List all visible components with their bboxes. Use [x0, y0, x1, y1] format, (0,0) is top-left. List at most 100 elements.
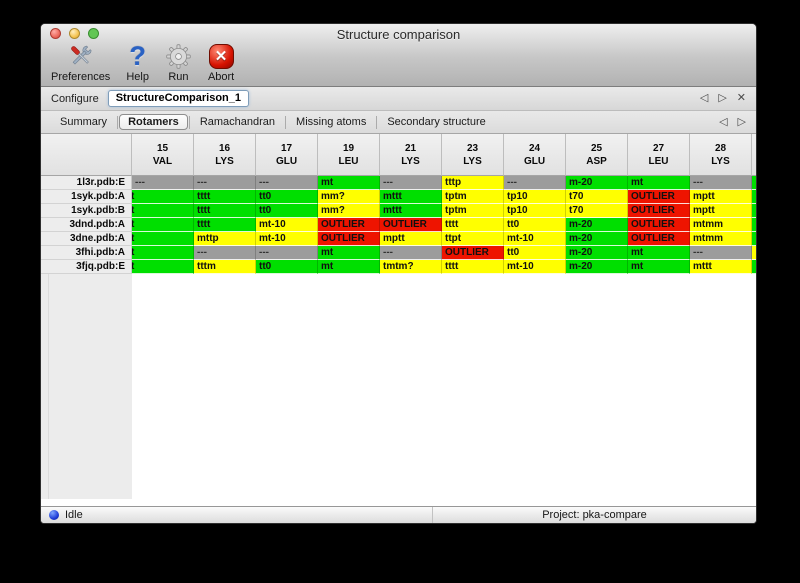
abort-button[interactable]: ✕ Abort: [208, 41, 234, 83]
rotamer-cell[interactable]: mtmm: [690, 232, 752, 246]
rotamer-cell[interactable]: t: [132, 260, 194, 274]
rotamer-cell[interactable]: mt: [318, 176, 380, 190]
zoom-button[interactable]: [88, 28, 99, 39]
column-header-15-val[interactable]: 15 VAL: [132, 134, 194, 176]
rotamer-cell[interactable]: tt0: [504, 246, 566, 260]
tab-rotamers[interactable]: Rotamers: [119, 114, 188, 130]
rotamer-cell[interactable]: mt: [628, 176, 690, 190]
rotamer-cell[interactable]: tt0: [256, 204, 318, 218]
column-header-19-leu[interactable]: 19 LEU: [318, 134, 380, 176]
rotamer-cell[interactable]: mttt: [380, 190, 442, 204]
rotamer-cell[interactable]: tttt: [442, 260, 504, 274]
rotamer-cell[interactable]: ---: [132, 176, 194, 190]
rotamer-cell[interactable]: OUTLIER: [380, 218, 442, 232]
tabs-prev-icon[interactable]: ◁: [719, 115, 728, 128]
rotamer-cell[interactable]: mt-10: [256, 218, 318, 232]
rotamer-cell[interactable]: tt0: [256, 190, 318, 204]
rotamer-cell[interactable]: m-20: [566, 232, 628, 246]
rotamer-cell[interactable]: mt: [628, 246, 690, 260]
rotamer-cell[interactable]: tp10: [504, 190, 566, 204]
rotamer-cell[interactable]: t: [132, 204, 194, 218]
minimize-button[interactable]: [69, 28, 80, 39]
rotamer-cell[interactable]: tt0: [504, 218, 566, 232]
rotamer-cell[interactable]: mt: [628, 260, 690, 274]
row-header-3dne.pdb:A[interactable]: 3dne.pdb:A: [41, 232, 132, 246]
configure-close-icon[interactable]: ✕: [736, 92, 746, 104]
rotamer-cell[interactable]: tp10: [504, 204, 566, 218]
rotamer-cell[interactable]: ---: [380, 176, 442, 190]
rotamer-cell[interactable]: mttp: [194, 232, 256, 246]
rotamer-cell[interactable]: OUTLIER: [442, 246, 504, 260]
rotamer-cell[interactable]: m-20: [566, 246, 628, 260]
rotamer-cell[interactable]: mptt: [690, 204, 752, 218]
rotamer-cell[interactable]: ---: [504, 176, 566, 190]
rotamer-cell[interactable]: mttt: [380, 204, 442, 218]
rotamer-cell[interactable]: tmtm?: [380, 260, 442, 274]
rotamer-cell[interactable]: OUTLIER: [628, 204, 690, 218]
help-button[interactable]: ? Help: [126, 41, 149, 83]
column-header-16-lys[interactable]: 16 LYS: [194, 134, 256, 176]
rotamer-cell[interactable]: m-20: [566, 176, 628, 190]
rotamer-cell[interactable]: ---: [194, 176, 256, 190]
column-header-17-glu[interactable]: 17 GLU: [256, 134, 318, 176]
rotamer-cell[interactable]: mttt: [690, 260, 752, 274]
rotamer-cell[interactable]: mm?: [318, 204, 380, 218]
column-header-25-asp[interactable]: 25 ASP: [566, 134, 628, 176]
rotamer-cell[interactable]: mm?: [318, 190, 380, 204]
configure-prev-icon[interactable]: ◁: [699, 92, 709, 104]
rotamer-cell[interactable]: mt: [318, 246, 380, 260]
rotamer-cell[interactable]: tptm: [442, 190, 504, 204]
rotamer-cell[interactable]: ---: [194, 246, 256, 260]
rotamer-cell[interactable]: mt-10: [504, 232, 566, 246]
rotamer-cell[interactable]: tttp: [442, 176, 504, 190]
rotamer-cell[interactable]: m-20: [566, 218, 628, 232]
rotamer-cell[interactable]: t: [132, 232, 194, 246]
rotamer-cell[interactable]: OUTLIER: [318, 218, 380, 232]
rotamer-cell[interactable]: ---: [690, 246, 752, 260]
rotamer-cell[interactable]: OUTLIER: [628, 190, 690, 204]
configure-next-icon[interactable]: ▷: [718, 92, 727, 104]
tabs-next-icon[interactable]: ▷: [737, 115, 746, 128]
rotamer-cell[interactable]: t: [132, 190, 194, 204]
rotamer-cell[interactable]: mt-10: [504, 260, 566, 274]
rotamer-cell[interactable]: t70: [566, 204, 628, 218]
rotamer-cell[interactable]: mtmm: [690, 218, 752, 232]
rotamer-cell[interactable]: mptt: [380, 232, 442, 246]
row-header-3fhi.pdb:A[interactable]: 3fhi.pdb:A: [41, 246, 132, 260]
rotamer-cell[interactable]: t: [132, 246, 194, 260]
rotamer-cell[interactable]: OUTLIER: [628, 232, 690, 246]
rotamer-cell[interactable]: tt0: [256, 260, 318, 274]
rotamer-cell[interactable]: ---: [380, 246, 442, 260]
column-header-21-lys[interactable]: 21 LYS: [380, 134, 442, 176]
rotamer-cell[interactable]: t: [132, 218, 194, 232]
tab-missing-atoms[interactable]: Missing atoms: [296, 116, 367, 128]
column-header-23-lys[interactable]: 23 LYS: [442, 134, 504, 176]
close-button[interactable]: [50, 28, 61, 39]
column-header-24-glu[interactable]: 24 GLU: [504, 134, 566, 176]
rotamer-cell[interactable]: tttt: [194, 218, 256, 232]
rotamer-cell[interactable]: tttt: [442, 218, 504, 232]
rotamer-cell[interactable]: tptm: [442, 204, 504, 218]
column-header-27-leu[interactable]: 27 LEU: [628, 134, 690, 176]
run-button[interactable]: Run: [165, 41, 192, 83]
column-header-28-lys[interactable]: 28 LYS: [690, 134, 752, 176]
rotamer-cell[interactable]: mt-10: [256, 232, 318, 246]
tab-secondary-structure[interactable]: Secondary structure: [387, 116, 486, 128]
rotamer-cell[interactable]: tttm: [194, 260, 256, 274]
row-header-1syk.pdb:A[interactable]: 1syk.pdb:A: [41, 190, 132, 204]
rotamer-cell[interactable]: t70: [566, 190, 628, 204]
rotamer-cell[interactable]: tttt: [194, 204, 256, 218]
rotamer-cell[interactable]: mt: [318, 260, 380, 274]
configure-name-field[interactable]: StructureComparison_1: [107, 90, 250, 107]
row-header-3fjq.pdb:E[interactable]: 3fjq.pdb:E: [41, 260, 132, 274]
rotamer-cell[interactable]: mptt: [690, 190, 752, 204]
row-header-1l3r.pdb:E[interactable]: 1l3r.pdb:E: [41, 176, 132, 190]
rotamer-cell[interactable]: OUTLIER: [318, 232, 380, 246]
rotamer-cell[interactable]: tttt: [194, 190, 256, 204]
rotamer-cell[interactable]: OUTLIER: [628, 218, 690, 232]
row-header-3dnd.pdb:A[interactable]: 3dnd.pdb:A: [41, 218, 132, 232]
rotamer-cell[interactable]: ---: [256, 246, 318, 260]
rotamer-cell[interactable]: m-20: [566, 260, 628, 274]
rotamer-cell[interactable]: ttpt: [442, 232, 504, 246]
rotamer-cell[interactable]: ---: [256, 176, 318, 190]
